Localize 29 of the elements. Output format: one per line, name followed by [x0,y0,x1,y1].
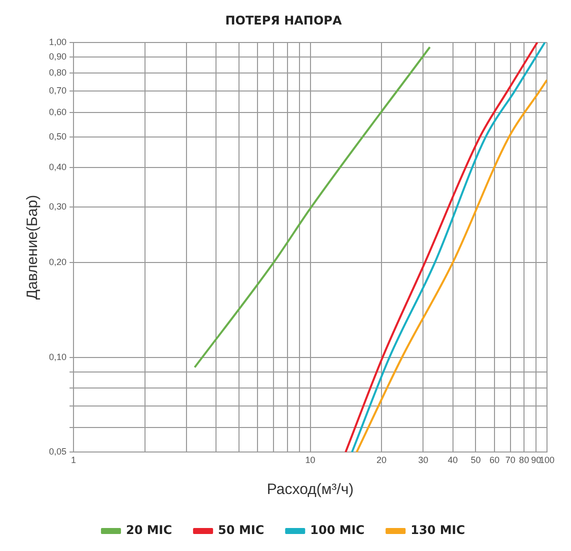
y-tick-label: 0,40 [48,162,67,172]
x-tick-label: 1 [71,455,76,466]
legend-label: 130 MIC [410,523,466,538]
x-tick-label: 100 [539,455,555,466]
y-tick-label: 1,00 [48,36,67,47]
x-tick-label: 40 [448,455,458,466]
x-tick-label: 60 [489,455,500,466]
y-tick-label: 0,60 [48,106,67,117]
y-tick-label: 0,90 [48,51,67,62]
x-tick-label: 90 [531,455,542,466]
y-tick-label: 0,10 [48,352,67,362]
legend-label: 100 MIC [310,523,365,538]
y-tick-label: 0,80 [48,67,67,78]
chart-title: ПОТЕРЯ НАПОРА [225,13,342,28]
x-tick-label: 20 [376,455,387,466]
x-tick-label: 70 [505,455,516,466]
y-tick-label: 0,70 [48,86,67,96]
x-tick-label: 80 [519,455,530,466]
x-tick-label: 50 [470,455,481,466]
y-tick-label: 0,05 [48,446,67,457]
y-tick-label: 0,30 [48,202,67,212]
y-tick-label: 0,20 [48,257,67,268]
x-tick-label: 30 [418,455,428,466]
x-tick-label: 10 [305,455,316,466]
y-tick-label: 0,50 [48,132,67,142]
y-axis-title: Давление(Бар) [24,194,42,300]
legend-label: 50 MIC [218,523,264,538]
x-axis-title: Расход(м³/ч) [266,481,354,498]
legend-label: 20 MIC [126,523,172,538]
